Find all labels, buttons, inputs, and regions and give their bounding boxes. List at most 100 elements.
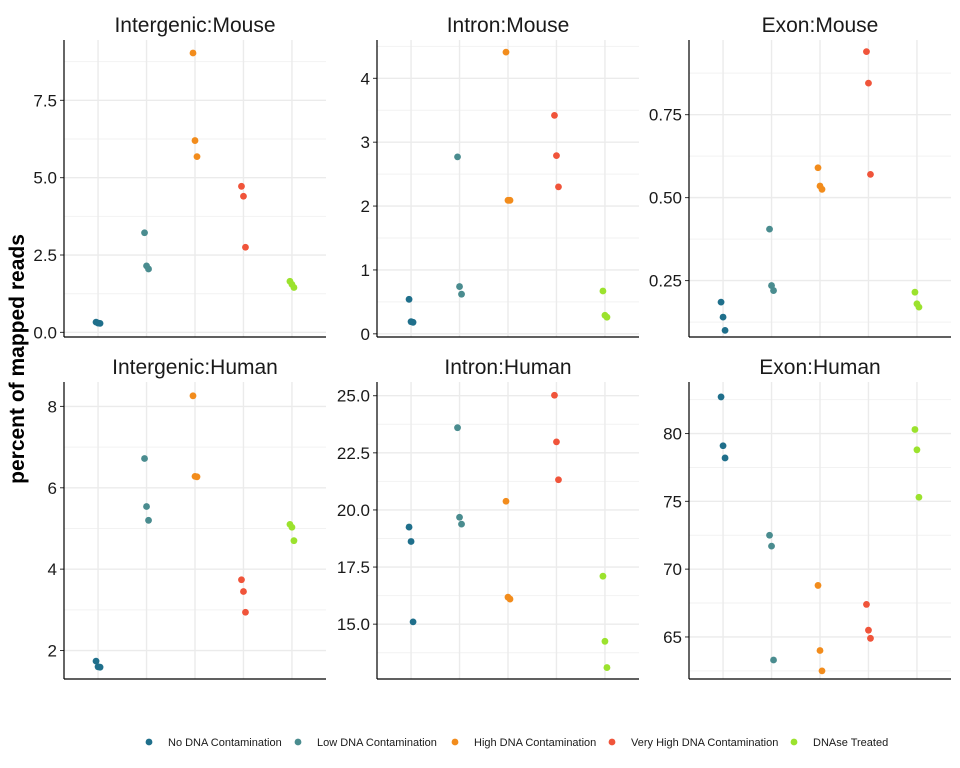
data-point-no-dna-contamination: [405, 523, 413, 531]
data-point-no-dna-contamination: [405, 295, 413, 303]
panel-title: Intron:Mouse: [447, 14, 570, 37]
y-tick-label: 5.0: [33, 169, 57, 188]
panel-title: Intergenic:Human: [112, 356, 278, 379]
data-point-very-high-dna-contamination: [863, 601, 870, 608]
data-point-dnase-treated: [915, 303, 923, 311]
y-tick-label: 3: [361, 133, 370, 152]
data-point-high-dna-contamination: [502, 48, 510, 56]
y-tick-label: 75: [663, 492, 682, 511]
legend-swatch: [294, 738, 302, 746]
y-tick-label: 70: [663, 560, 682, 579]
data-point-low-dna-contamination: [768, 542, 775, 550]
data-point-no-dna-contamination: [717, 298, 725, 306]
y-tick-label: 0: [361, 325, 370, 344]
y-tick-label: 2: [361, 197, 370, 216]
data-point-very-high-dna-contamination: [551, 391, 558, 399]
data-point-low-dna-contamination: [145, 516, 152, 524]
data-point-low-dna-contamination: [770, 656, 777, 664]
legend-swatch: [451, 738, 459, 746]
panel-intergenic-human: 2 4 6 8 Intergenic:Human: [48, 356, 326, 680]
data-point-dnase-treated: [288, 523, 296, 531]
data-point-no-dna-contamination: [407, 538, 415, 545]
data-point-very-high-dna-contamination: [240, 192, 247, 200]
y-tick-label: 15.0: [337, 615, 370, 634]
y-tick-label: 8: [48, 397, 57, 416]
data-point-low-dna-contamination: [145, 265, 152, 273]
panel-intron-human: 15.0 17.5 20.0 22.5 25.0 Intron:Human: [337, 356, 639, 680]
panel-title: Intron:Human: [444, 356, 571, 379]
data-point-very-high-dna-contamination: [242, 243, 249, 251]
data-point-high-dna-contamination: [814, 164, 822, 172]
legend: No DNA Contamination Low DNA Contaminatio…: [145, 737, 888, 749]
y-axis-label: percent of mapped reads: [6, 234, 29, 484]
data-point-very-high-dna-contamination: [553, 438, 560, 446]
y-tick-label: 4: [48, 560, 57, 579]
legend-label: High DNA Contamination: [474, 737, 596, 749]
data-point-low-dna-contamination: [454, 424, 461, 432]
data-point-low-dna-contamination: [456, 513, 463, 521]
y-tick-label: 65: [663, 628, 682, 647]
data-point-dnase-treated: [290, 537, 298, 545]
legend-swatch: [145, 738, 153, 746]
y-tick-label: 0.25: [649, 272, 682, 291]
y-tick-label: 17.5: [337, 558, 370, 577]
y-tick-label: 0.50: [649, 189, 682, 208]
data-point-very-high-dna-contamination: [555, 183, 562, 191]
y-tick-label: 4: [361, 69, 370, 88]
data-point-high-dna-contamination: [506, 595, 514, 603]
data-point-no-dna-contamination: [717, 393, 725, 401]
data-point-no-dna-contamination: [92, 657, 100, 665]
legend-swatch: [608, 738, 616, 746]
data-point-low-dna-contamination: [454, 153, 461, 161]
data-point-low-dna-contamination: [770, 287, 777, 294]
data-point-high-dna-contamination: [193, 473, 201, 481]
panel-exon-human: 65 70 75 80 Exon:Human: [663, 356, 951, 680]
y-tick-label: 2: [48, 642, 57, 661]
legend-item-very-high-dna-contamination: Very High DNA Contamination: [608, 737, 778, 749]
y-tick-label: 25.0: [337, 387, 370, 406]
legend-label: Very High DNA Contamination: [631, 737, 778, 749]
data-point-dnase-treated: [601, 637, 609, 645]
data-point-very-high-dna-contamination: [867, 170, 874, 178]
panel-title: Intergenic:Mouse: [114, 14, 275, 37]
data-point-no-dna-contamination: [409, 618, 417, 626]
data-point-high-dna-contamination: [816, 647, 824, 654]
y-tick-label: 6: [48, 479, 57, 498]
data-point-high-dna-contamination: [189, 392, 197, 400]
data-point-high-dna-contamination: [506, 196, 514, 204]
data-point-low-dna-contamination: [458, 290, 465, 298]
data-point-dnase-treated: [915, 493, 923, 501]
y-tick-label: 0.0: [33, 323, 57, 342]
y-tick-label: 22.5: [337, 444, 370, 463]
data-point-dnase-treated: [603, 664, 611, 671]
data-point-low-dna-contamination: [766, 531, 773, 539]
data-point-low-dna-contamination: [458, 520, 465, 528]
data-point-low-dna-contamination: [456, 283, 463, 290]
data-point-very-high-dna-contamination: [865, 626, 872, 634]
data-point-very-high-dna-contamination: [555, 476, 562, 484]
legend-label: No DNA Contamination: [168, 737, 282, 749]
data-point-dnase-treated: [599, 572, 607, 580]
data-point-dnase-treated: [290, 284, 298, 291]
data-point-very-high-dna-contamination: [867, 634, 874, 642]
data-point-very-high-dna-contamination: [863, 48, 870, 56]
data-point-very-high-dna-contamination: [553, 152, 560, 160]
y-tick-label: 7.5: [33, 91, 57, 110]
data-point-dnase-treated: [911, 288, 919, 296]
panel-exon-mouse: 0.25 0.50 0.75 Exon:Mouse: [649, 14, 951, 338]
data-point-high-dna-contamination: [814, 582, 822, 589]
data-point-no-dna-contamination: [719, 442, 727, 450]
legend-label: Low DNA Contamination: [317, 737, 437, 749]
panel-title: Exon:Human: [759, 356, 880, 379]
panel-intron-mouse: 0 1 2 3 4 Intron:Mouse: [361, 14, 639, 344]
legend-item-dnase-treated: DNAse Treated: [790, 737, 888, 749]
y-tick-label: 0.75: [649, 106, 682, 125]
data-point-no-dna-contamination: [721, 454, 729, 462]
panel-grid: 0.0 2.5 5.0 7.5 Intergenic:Mouse 0 1 2 3 4 Intron:…: [33, 14, 951, 680]
data-point-very-high-dna-contamination: [865, 79, 872, 87]
data-point-high-dna-contamination: [193, 153, 201, 161]
panel-title: Exon:Mouse: [762, 14, 879, 37]
data-point-no-dna-contamination: [96, 663, 104, 671]
data-point-very-high-dna-contamination: [238, 576, 245, 584]
